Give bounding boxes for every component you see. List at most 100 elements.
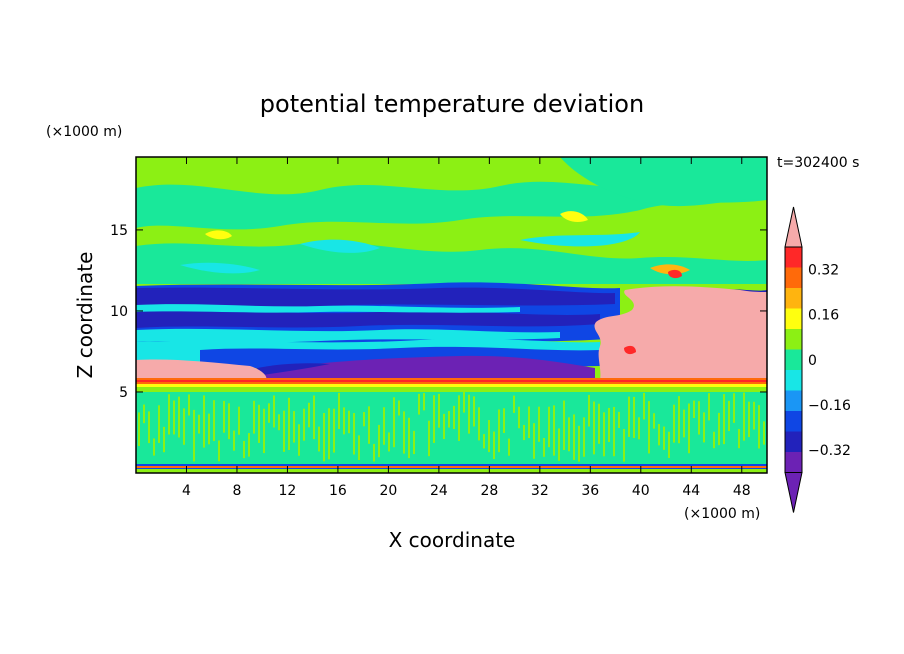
y-axis-title: Z coordinate — [73, 252, 97, 379]
plume-streak — [543, 438, 545, 457]
plume-streak — [443, 413, 445, 440]
colorbar: 0.32 0.16 0 −0.16 −0.32 — [784, 206, 851, 513]
plume-streak — [533, 423, 535, 459]
plume-streak — [318, 426, 320, 452]
colorbar-tick-label: 0 — [808, 353, 817, 369]
plume-streak — [733, 393, 735, 423]
plume-streak — [678, 396, 680, 444]
inversion-red-stripe — [136, 380, 767, 382]
plume-streak — [758, 405, 760, 449]
x-tick-label: 48 — [733, 483, 751, 499]
x-tick-label: 8 — [232, 483, 241, 499]
plume-streak — [423, 393, 425, 411]
colorbar-segment — [785, 431, 802, 452]
colorbar-segment — [785, 247, 802, 268]
plume-streak — [623, 428, 625, 462]
plume-streak — [683, 409, 685, 438]
plume-streak — [558, 428, 560, 461]
plume-streak — [538, 406, 540, 442]
plume-streak — [448, 411, 450, 428]
upper-green-patch — [560, 157, 767, 207]
plume-streak — [698, 401, 700, 435]
colorbar-segment — [785, 411, 802, 432]
colorbar-tick-label: 0.16 — [808, 308, 839, 324]
plume-streak — [358, 435, 360, 461]
plume-streak — [398, 400, 400, 416]
plume-streak — [413, 430, 415, 455]
plume-streak — [588, 394, 590, 427]
plume-streak — [418, 393, 420, 415]
plume-streak — [573, 414, 575, 460]
plume-streak — [168, 394, 170, 435]
plume-streak — [598, 403, 600, 444]
plume-streak — [278, 414, 280, 431]
y-tick-label: 5 — [119, 385, 128, 401]
plume-streak — [723, 394, 725, 445]
x-tick-label: 4 — [182, 483, 191, 499]
x-tick-label: 28 — [480, 483, 498, 499]
colorbar-segment — [785, 390, 802, 411]
plume-streak — [253, 400, 255, 434]
colorbar-tick-label: −0.16 — [808, 398, 851, 414]
plume-streak — [293, 411, 295, 443]
plume-streak — [198, 414, 200, 434]
plume-streak — [433, 395, 435, 443]
plume-streak — [343, 407, 345, 435]
colorbar-segment — [785, 349, 802, 370]
plume-streak — [338, 392, 340, 429]
plume-streak — [473, 396, 475, 427]
plume-streak — [703, 412, 705, 443]
plume-streak — [178, 396, 180, 438]
plume-streak — [523, 424, 525, 441]
plume-streak — [223, 400, 225, 433]
plume-streak — [393, 397, 395, 448]
plume-streak — [518, 406, 520, 429]
plume-streak — [148, 411, 150, 444]
plume-streak — [193, 409, 195, 462]
red-speck — [624, 345, 636, 355]
plume-streak — [648, 401, 650, 454]
plume-streak — [388, 432, 390, 452]
plume-streak — [173, 400, 175, 435]
cyan-streak — [300, 239, 380, 253]
plume-streak — [493, 431, 495, 460]
pink-right-region — [594, 286, 767, 380]
dark-blue-band — [136, 287, 615, 307]
pink-left-region — [136, 359, 267, 380]
colorbar-frame — [784, 246, 803, 473]
plume-streak — [138, 412, 140, 447]
plume-streak — [333, 408, 335, 453]
x-tick-label: 24 — [430, 483, 448, 499]
x-tick-label: 32 — [531, 483, 549, 499]
x-tick-label: 40 — [632, 483, 650, 499]
plume-streak — [483, 434, 485, 449]
plume-streak — [458, 395, 460, 441]
plume-streak — [753, 401, 755, 430]
plume-streak — [718, 412, 720, 446]
plume-streak — [548, 406, 550, 448]
plume-streak — [503, 408, 505, 433]
boundary-layer-top — [136, 387, 767, 392]
plume-streak — [728, 400, 730, 432]
plume-streak — [213, 400, 215, 442]
plume-streak — [478, 407, 480, 441]
plume-streak — [568, 417, 570, 452]
plume-streak — [628, 396, 630, 437]
plume-streak — [308, 402, 310, 428]
plume-streak — [638, 417, 640, 440]
plume-streak — [273, 395, 275, 428]
plume-streak — [743, 392, 745, 441]
x-tick-label: 16 — [329, 483, 347, 499]
plume-streak — [373, 443, 375, 462]
x-tick-label: 44 — [682, 483, 700, 499]
plume-streak — [348, 410, 350, 434]
contour-field — [136, 157, 767, 473]
plume-streak — [233, 430, 235, 451]
plume-streak — [663, 426, 665, 450]
plume-streak — [738, 429, 740, 449]
plume-streak — [713, 431, 715, 449]
plume-streak — [153, 438, 155, 456]
plume-streak — [668, 431, 670, 458]
plume-streak — [468, 394, 470, 434]
